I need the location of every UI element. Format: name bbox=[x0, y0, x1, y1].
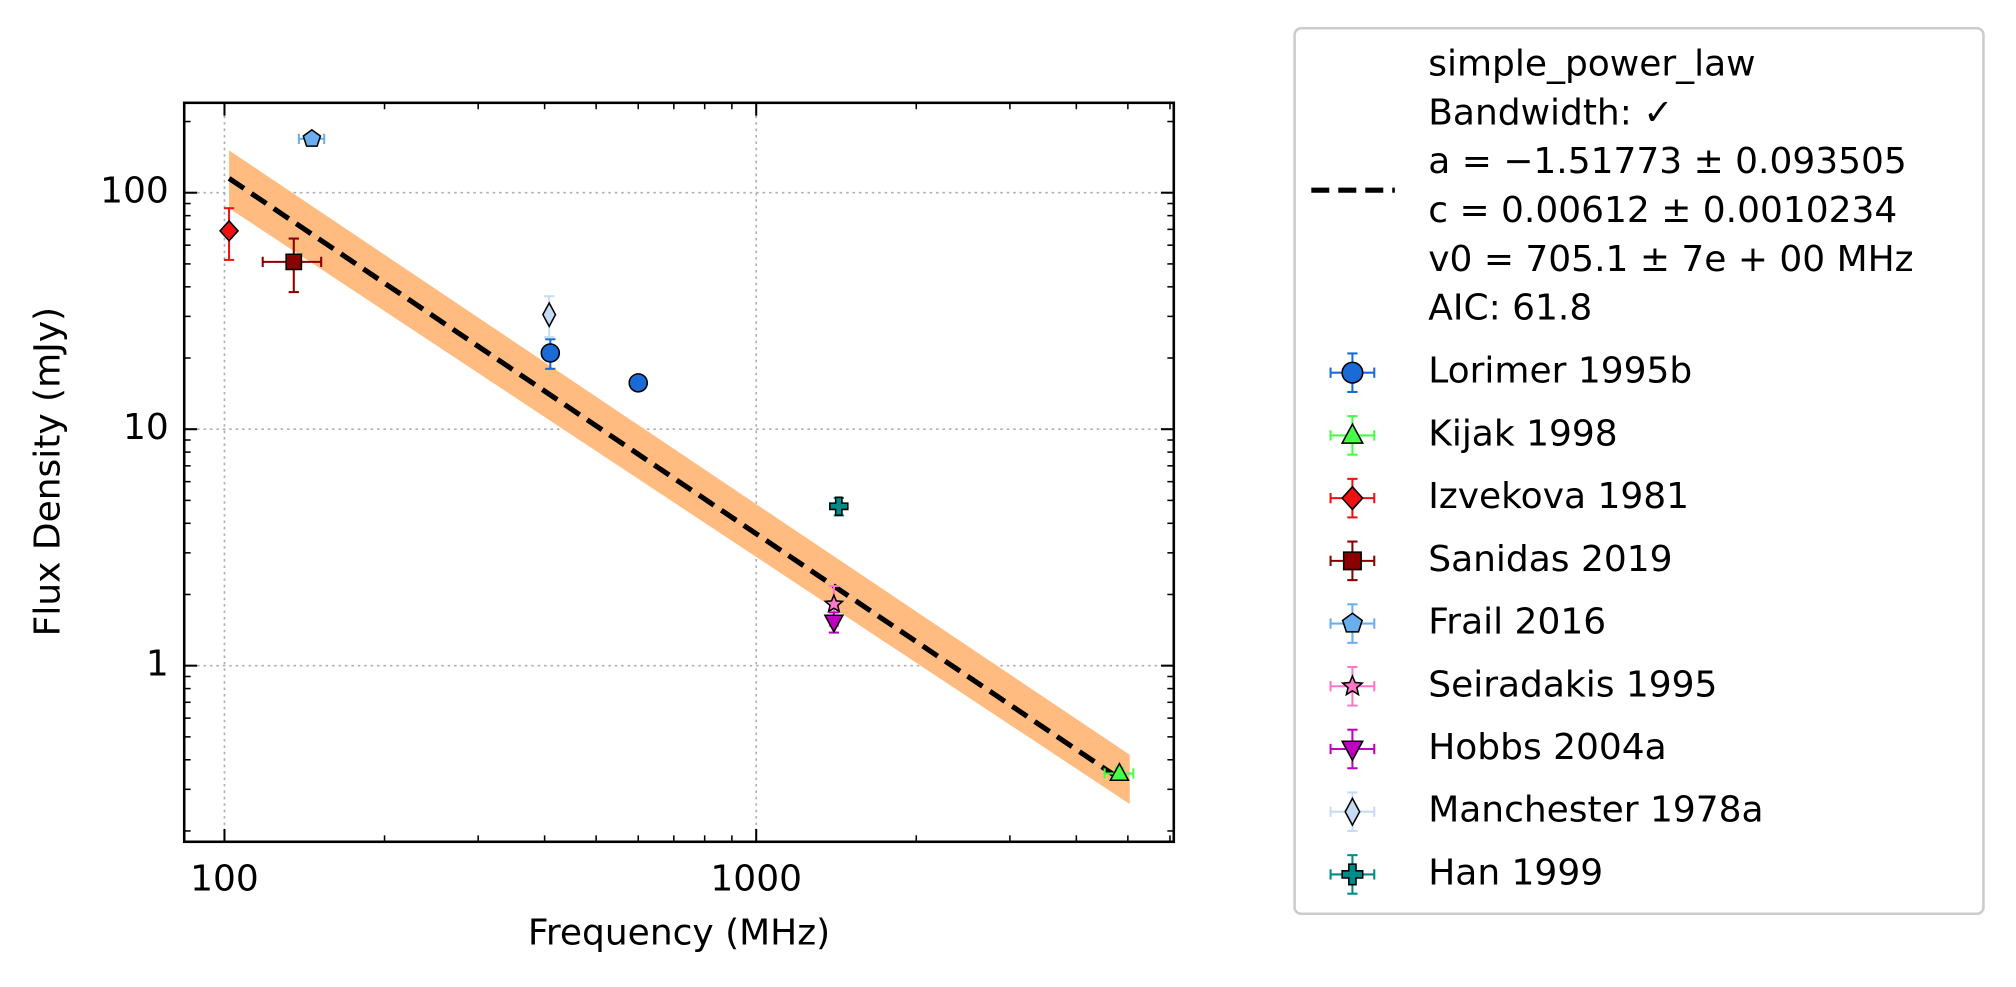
legend-label: Izvekova 1981 bbox=[1428, 476, 1689, 517]
x-axis-label: Frequency (MHz) bbox=[528, 912, 830, 953]
legend-label: Lorimer 1995b bbox=[1428, 351, 1692, 392]
marker bbox=[1109, 761, 1130, 782]
legend-label: Han 1999 bbox=[1428, 852, 1603, 893]
legend-fit-text: c = 0.00612 ± 0.0010234 bbox=[1428, 190, 1897, 231]
y-tick-label: 100 bbox=[100, 171, 169, 212]
plot-frame bbox=[182, 101, 1176, 844]
x-tick-label: 1000 bbox=[710, 858, 802, 899]
legend-label: Kijak 1998 bbox=[1428, 413, 1617, 454]
marker bbox=[540, 343, 561, 363]
marker bbox=[285, 253, 303, 271]
marker bbox=[219, 219, 240, 242]
y-tick-label: 1 bbox=[146, 644, 169, 685]
legend-label: Frail 2016 bbox=[1428, 602, 1606, 643]
legend-marker bbox=[1340, 422, 1364, 444]
legend-marker bbox=[1341, 361, 1364, 384]
legend-marker bbox=[1341, 485, 1364, 511]
y-axis-label: Flux Density (mJy) bbox=[27, 307, 68, 636]
legend-marker bbox=[1342, 551, 1362, 571]
marker bbox=[302, 128, 322, 147]
legend-fit-text: simple_power_law bbox=[1428, 44, 1755, 85]
marker bbox=[542, 301, 557, 328]
legend-label: Hobbs 2004a bbox=[1428, 727, 1666, 768]
marker bbox=[823, 593, 845, 614]
legend-box bbox=[1293, 26, 1985, 916]
legend-fit-text: Bandwidth: ✓ bbox=[1428, 92, 1673, 133]
legend-marker bbox=[1344, 796, 1361, 827]
legend-marker bbox=[1340, 673, 1365, 697]
legend-marker bbox=[1340, 740, 1364, 762]
marker bbox=[829, 496, 849, 517]
legend-fit-text: a = −1.51773 ± 0.093505 bbox=[1428, 141, 1907, 182]
fit-band bbox=[229, 150, 1130, 805]
legend-fit-text: v0 = 705.1 ± 7e + 00 MHz bbox=[1428, 239, 1913, 280]
y-tick-label: 10 bbox=[123, 407, 169, 448]
fit-line bbox=[227, 176, 1123, 782]
legend-label: Sanidas 2019 bbox=[1428, 539, 1672, 580]
marker bbox=[823, 614, 845, 634]
legend-marker bbox=[1341, 863, 1364, 886]
marker bbox=[628, 373, 649, 393]
legend-marker bbox=[1341, 612, 1364, 633]
x-tick-label: 100 bbox=[190, 858, 259, 899]
legend-label: Manchester 1978a bbox=[1428, 790, 1763, 831]
legend-fit-text: AIC: 61.8 bbox=[1428, 288, 1592, 329]
legend-label: Seiradakis 1995 bbox=[1428, 664, 1717, 705]
